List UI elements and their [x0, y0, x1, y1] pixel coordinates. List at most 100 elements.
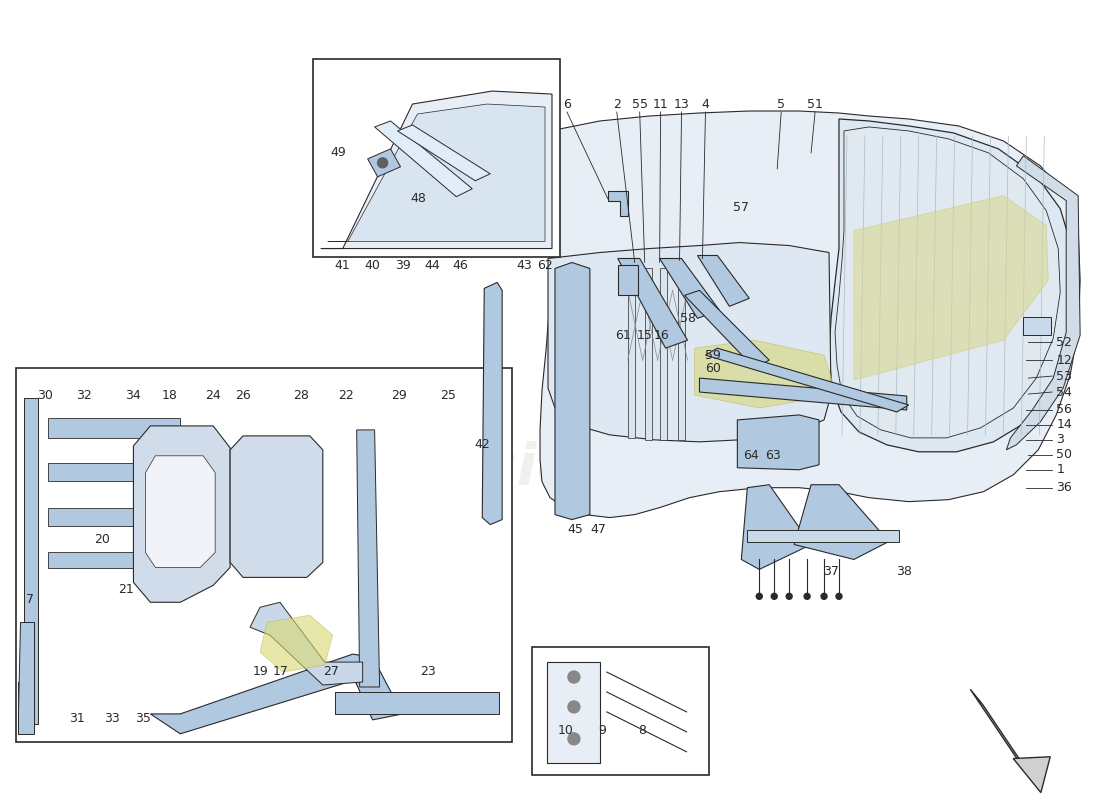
Text: 37: 37 — [823, 565, 839, 578]
Text: 19: 19 — [253, 665, 268, 678]
Text: 5: 5 — [778, 98, 785, 110]
Circle shape — [568, 701, 580, 713]
Text: 33: 33 — [103, 712, 120, 726]
Polygon shape — [835, 127, 1060, 438]
Text: 58: 58 — [680, 312, 695, 325]
Text: 7: 7 — [25, 593, 34, 606]
Polygon shape — [1006, 156, 1080, 450]
Polygon shape — [151, 654, 403, 734]
Polygon shape — [741, 485, 811, 570]
Text: passionfor: passionfor — [366, 442, 713, 498]
Polygon shape — [700, 378, 906, 410]
Text: 49: 49 — [331, 146, 346, 159]
Text: 18: 18 — [162, 389, 177, 402]
Text: 4: 4 — [702, 98, 710, 110]
Text: 11: 11 — [652, 98, 669, 110]
Text: 43: 43 — [516, 259, 532, 272]
Text: 62: 62 — [537, 259, 553, 272]
FancyBboxPatch shape — [645, 269, 651, 440]
Polygon shape — [548, 242, 830, 442]
Text: 59: 59 — [705, 349, 722, 362]
Text: 10: 10 — [558, 724, 574, 738]
FancyBboxPatch shape — [312, 59, 560, 257]
Text: 3: 3 — [1056, 434, 1064, 446]
FancyBboxPatch shape — [532, 647, 710, 774]
Circle shape — [804, 594, 810, 599]
Polygon shape — [1013, 757, 1050, 793]
Polygon shape — [328, 104, 544, 242]
Polygon shape — [18, 682, 24, 734]
Text: 39: 39 — [395, 259, 410, 272]
Circle shape — [377, 158, 387, 168]
Text: 40: 40 — [365, 259, 381, 272]
Text: 44: 44 — [425, 259, 440, 272]
Polygon shape — [660, 258, 719, 318]
Polygon shape — [230, 436, 322, 578]
Text: 46: 46 — [452, 259, 469, 272]
Text: 63: 63 — [766, 450, 781, 462]
FancyBboxPatch shape — [678, 269, 684, 440]
Text: 53: 53 — [1056, 370, 1072, 382]
Polygon shape — [705, 348, 909, 412]
Polygon shape — [737, 415, 820, 470]
Text: 42: 42 — [474, 438, 491, 451]
Circle shape — [568, 733, 580, 745]
Polygon shape — [482, 282, 503, 525]
Text: 6: 6 — [563, 98, 571, 110]
Text: 48: 48 — [410, 192, 427, 206]
FancyBboxPatch shape — [628, 269, 635, 438]
Text: 31: 31 — [69, 712, 85, 726]
Text: 60: 60 — [705, 362, 722, 374]
Text: 28: 28 — [293, 389, 309, 402]
Polygon shape — [556, 262, 590, 519]
Text: 12: 12 — [1056, 354, 1072, 366]
Text: 52: 52 — [1056, 336, 1072, 349]
Text: 17: 17 — [273, 665, 289, 678]
Polygon shape — [747, 530, 899, 542]
Text: 13: 13 — [673, 98, 690, 110]
Circle shape — [568, 671, 580, 683]
Polygon shape — [375, 121, 472, 197]
Text: 55: 55 — [631, 98, 648, 110]
Polygon shape — [47, 462, 174, 481]
Polygon shape — [547, 662, 600, 762]
Circle shape — [771, 594, 778, 599]
Circle shape — [821, 594, 827, 599]
Text: 22: 22 — [338, 389, 353, 402]
Polygon shape — [24, 398, 37, 724]
Polygon shape — [608, 190, 628, 216]
Text: 24: 24 — [206, 389, 221, 402]
Text: 57: 57 — [734, 201, 749, 214]
Text: 16: 16 — [653, 329, 670, 342]
Text: 29: 29 — [390, 389, 406, 402]
Text: 38: 38 — [895, 565, 912, 578]
Text: 2: 2 — [613, 98, 620, 110]
Polygon shape — [18, 622, 34, 734]
Polygon shape — [334, 692, 499, 714]
Text: 45: 45 — [566, 523, 583, 536]
Text: 23: 23 — [420, 665, 437, 678]
Polygon shape — [697, 255, 749, 306]
Text: 15: 15 — [637, 329, 652, 342]
Text: 8: 8 — [638, 724, 646, 738]
Polygon shape — [250, 602, 363, 685]
Polygon shape — [133, 426, 230, 602]
Text: 56: 56 — [1056, 403, 1072, 417]
Polygon shape — [794, 485, 889, 559]
Polygon shape — [618, 258, 688, 348]
Text: 25: 25 — [440, 389, 456, 402]
Text: 1: 1 — [1056, 463, 1064, 476]
Text: 35: 35 — [135, 712, 152, 726]
FancyBboxPatch shape — [660, 269, 667, 440]
Text: 32: 32 — [76, 389, 91, 402]
Polygon shape — [684, 290, 769, 368]
Polygon shape — [694, 340, 837, 408]
Text: 50: 50 — [1056, 448, 1072, 462]
Text: 20: 20 — [94, 533, 110, 546]
FancyBboxPatch shape — [1023, 318, 1052, 335]
Text: 36: 36 — [1056, 481, 1072, 494]
Polygon shape — [854, 196, 1048, 380]
Text: 27: 27 — [322, 665, 339, 678]
Polygon shape — [47, 418, 180, 438]
Polygon shape — [540, 111, 1080, 518]
